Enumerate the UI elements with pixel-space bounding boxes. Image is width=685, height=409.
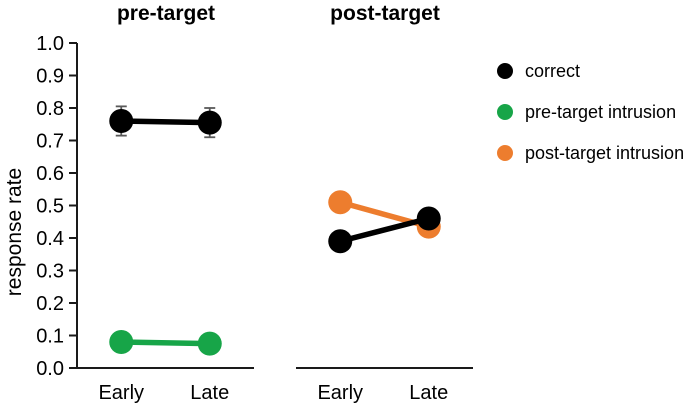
y-tick-label: 1.0: [36, 33, 64, 55]
y-tick-label: 0.5: [36, 196, 64, 218]
data-point: [328, 229, 353, 254]
y-tick-label: 0.7: [36, 131, 64, 153]
series-line: [121, 118, 210, 126]
series-line: [121, 339, 210, 347]
legend-label: correct: [525, 60, 581, 81]
legend-item-correct: correct: [497, 59, 684, 83]
y-tick-label: 0.3: [36, 261, 64, 283]
y-tick-label: 0.1: [36, 326, 64, 348]
panel-title-post-target: post-target: [330, 2, 440, 25]
data-point: [328, 190, 353, 215]
x-tick-label: Late: [190, 382, 229, 404]
legend-label: post-target intrusion: [525, 142, 685, 163]
data-point: [109, 109, 134, 133]
legend-dot-post-target-intrusion-icon: [497, 145, 513, 161]
x-tick-label: Early: [98, 382, 144, 404]
data-point: [197, 110, 222, 135]
data-point: [416, 206, 441, 231]
y-tick-label: 0.0: [36, 358, 64, 380]
series-line: [339, 215, 430, 244]
panel-title-pre-target: pre-target: [116, 2, 216, 25]
legend-item-pre-target-intrusion: pre-target intrusion: [497, 100, 684, 124]
y-tick-label: 0.4: [36, 228, 64, 250]
y-tick-label: 0.6: [36, 163, 64, 185]
y-tick-label: 0.8: [36, 98, 64, 120]
legend: correct pre-target intrusion post-target…: [497, 59, 684, 165]
data-point: [109, 330, 134, 354]
x-tick-label: Late: [409, 382, 448, 404]
legend-item-post-target-intrusion: post-target intrusion: [497, 141, 684, 165]
x-tick-label: Early: [317, 382, 363, 404]
data-point: [197, 331, 222, 356]
legend-dot-correct-icon: [497, 63, 513, 79]
y-tick-label: 0.2: [36, 293, 64, 315]
legend-label: pre-target intrusion: [525, 101, 677, 122]
y-tick-label: 0.9: [36, 66, 64, 88]
legend-dot-pre-target-intrusion-icon: [497, 104, 513, 120]
